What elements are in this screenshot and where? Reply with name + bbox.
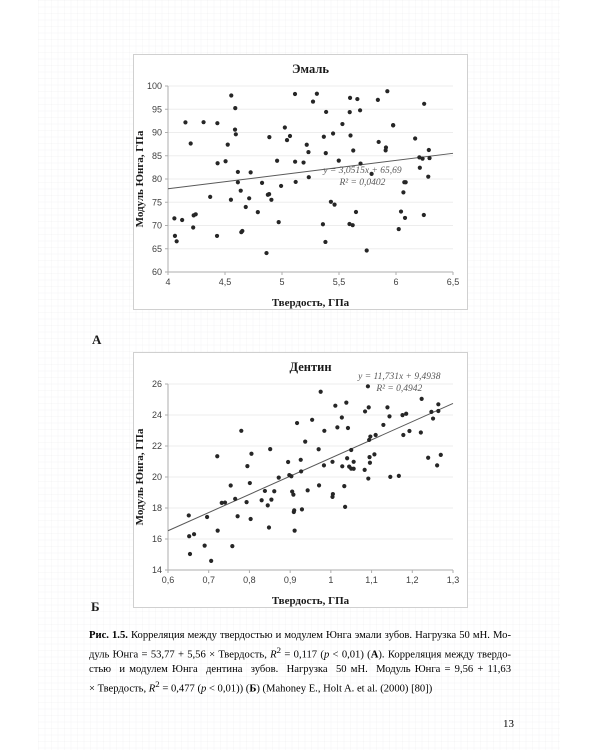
svg-text:0,9: 0,9 <box>284 575 297 585</box>
svg-text:y = 11,731x + 9,4938: y = 11,731x + 9,4938 <box>357 372 441 382</box>
svg-text:6: 6 <box>393 277 398 287</box>
svg-text:5,5: 5,5 <box>333 277 346 287</box>
svg-text:R² = 0,0402: R² = 0,0402 <box>339 178 386 188</box>
svg-text:1: 1 <box>328 575 333 585</box>
svg-text:Твердость, ГПа: Твердость, ГПа <box>272 297 350 309</box>
svg-text:Эмаль: Эмаль <box>292 62 329 76</box>
svg-text:85: 85 <box>152 151 162 161</box>
svg-text:80: 80 <box>152 174 162 184</box>
svg-text:1,3: 1,3 <box>447 575 460 585</box>
svg-text:0,8: 0,8 <box>243 575 256 585</box>
svg-text:100: 100 <box>147 81 162 91</box>
svg-text:14: 14 <box>152 565 162 575</box>
svg-text:20: 20 <box>152 472 162 482</box>
svg-text:90: 90 <box>152 128 162 138</box>
svg-text:65: 65 <box>152 244 162 254</box>
svg-text:4,5: 4,5 <box>219 277 232 287</box>
svg-text:Дентин: Дентин <box>289 360 331 374</box>
svg-text:18: 18 <box>152 503 162 513</box>
svg-text:5: 5 <box>279 277 284 287</box>
svg-text:60: 60 <box>152 267 162 277</box>
svg-text:26: 26 <box>152 379 162 389</box>
svg-text:70: 70 <box>152 221 162 231</box>
svg-text:22: 22 <box>152 441 162 451</box>
svg-text:6,5: 6,5 <box>447 277 460 287</box>
svg-text:R² = 0,4942: R² = 0,4942 <box>375 384 422 394</box>
svg-text:Модуль Юнга, ГПа: Модуль Юнга, ГПа <box>134 428 146 525</box>
svg-text:0,6: 0,6 <box>162 575 175 585</box>
svg-text:y = 3,0515x + 65,69: y = 3,0515x + 65,69 <box>322 166 402 176</box>
svg-text:75: 75 <box>152 197 162 207</box>
svg-text:1,2: 1,2 <box>406 575 419 585</box>
svg-text:16: 16 <box>152 534 162 544</box>
svg-text:24: 24 <box>152 410 162 420</box>
svg-text:4: 4 <box>165 277 170 287</box>
svg-text:Твердость, ГПа: Твердость, ГПа <box>272 595 350 607</box>
svg-text:1,1: 1,1 <box>365 575 378 585</box>
svg-text:0,7: 0,7 <box>202 575 215 585</box>
svg-text:Модуль Юнга, ГПа: Модуль Юнга, ГПа <box>134 130 146 227</box>
svg-text:95: 95 <box>152 104 162 114</box>
